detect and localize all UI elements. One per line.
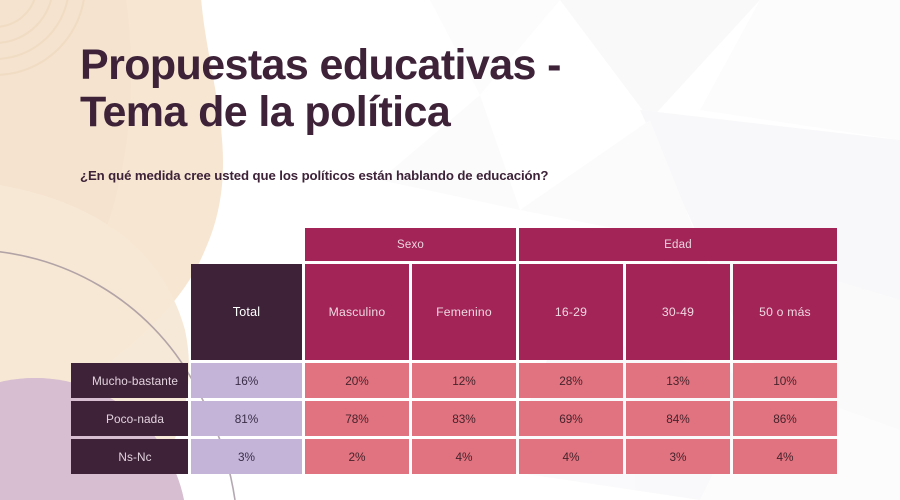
results-matrix-table: Sexo Edad Total Masculino Femenino 16-29… [68, 225, 840, 477]
column-header-total: Total [191, 264, 302, 360]
cell-masculino: 20% [305, 363, 409, 398]
header-corner-spacer [71, 264, 188, 360]
column-header-masculino: Masculino [305, 264, 409, 360]
column-header-50-o-mas: 50 o más [733, 264, 837, 360]
title-line-2: Tema de la política [80, 87, 451, 136]
cell-masculino: 2% [305, 439, 409, 474]
title-line-1: Propuestas educativas - [80, 41, 561, 89]
column-header-16-29: 16-29 [519, 264, 623, 360]
group-header-edad: Edad [519, 228, 837, 261]
cell-masculino: 78% [305, 401, 409, 436]
column-header-femenino: Femenino [412, 264, 516, 360]
group-header-row: Sexo Edad [71, 228, 837, 261]
total-spacer [191, 228, 302, 261]
cell-16-29: 4% [519, 439, 623, 474]
row-label-poco-nada: Poco-nada [71, 401, 188, 436]
row-label-ns-nc: Ns-Nc [71, 439, 188, 474]
row-label-mucho-bastante: Mucho-bastante [71, 363, 188, 398]
cell-16-29: 69% [519, 401, 623, 436]
column-header-row: Total Masculino Femenino 16-29 30-49 50 … [71, 264, 837, 360]
cell-femenino: 83% [412, 401, 516, 436]
cell-50-o-mas: 86% [733, 401, 837, 436]
table-row: Ns-Nc 3% 2% 4% 4% 3% 4% [71, 439, 837, 474]
corner-spacer [71, 228, 188, 261]
page-title: Propuestas educativas - Tema de la polít… [80, 42, 720, 136]
cell-30-49: 3% [626, 439, 730, 474]
cell-50-o-mas: 10% [733, 363, 837, 398]
table-row: Poco-nada 81% 78% 83% 69% 84% 86% [71, 401, 837, 436]
table-row: Mucho-bastante 16% 20% 12% 28% 13% 10% [71, 363, 837, 398]
page-subtitle: ¿En qué medida cree usted que los políti… [80, 168, 549, 183]
group-header-sexo: Sexo [305, 228, 516, 261]
cell-total: 16% [191, 363, 302, 398]
data-table-container: Sexo Edad Total Masculino Femenino 16-29… [68, 225, 840, 477]
column-header-30-49: 30-49 [626, 264, 730, 360]
cell-50-o-mas: 4% [733, 439, 837, 474]
cell-femenino: 12% [412, 363, 516, 398]
cell-total: 3% [191, 439, 302, 474]
cell-total: 81% [191, 401, 302, 436]
cell-30-49: 84% [626, 401, 730, 436]
cell-30-49: 13% [626, 363, 730, 398]
cell-femenino: 4% [412, 439, 516, 474]
cell-16-29: 28% [519, 363, 623, 398]
